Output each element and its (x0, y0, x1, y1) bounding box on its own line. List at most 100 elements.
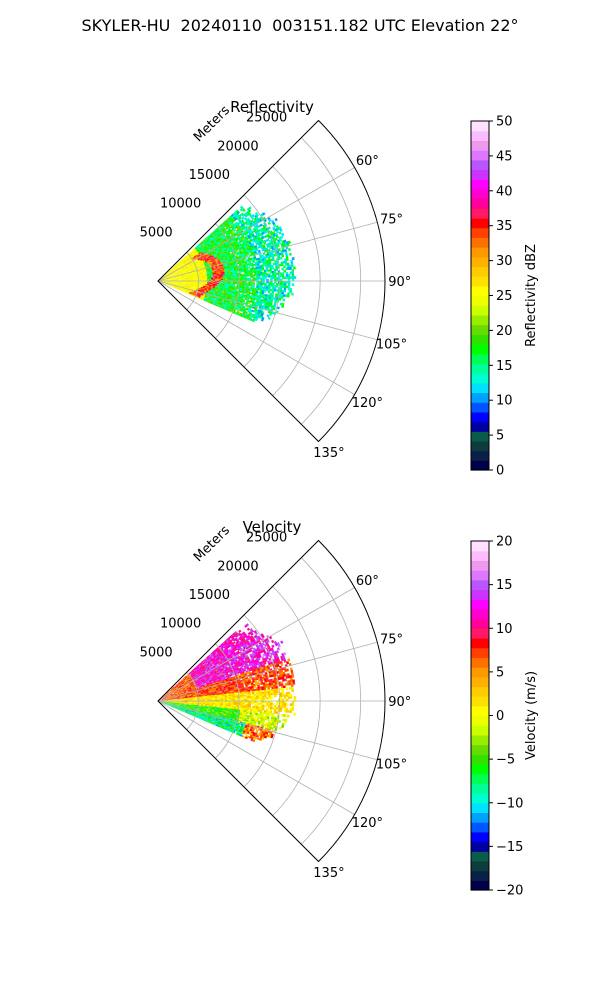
radar-cell (232, 276, 236, 279)
radar-cell (181, 704, 184, 706)
radar-cell (171, 267, 174, 270)
radar-cell (176, 693, 179, 695)
radar-cell (271, 264, 274, 268)
radar-cell (255, 270, 259, 273)
radar-cell (220, 275, 224, 277)
radar-cell (248, 281, 251, 283)
radar-cell (176, 707, 179, 709)
radar-cell (181, 269, 184, 271)
radar-cell (177, 285, 180, 287)
radar-cell (207, 281, 210, 283)
radar-cell (169, 284, 172, 286)
radar-cell (190, 288, 193, 290)
radar-cell (170, 689, 173, 692)
radar-cell (167, 283, 170, 284)
radar-cell (232, 231, 236, 235)
radar-cell (182, 706, 186, 708)
radar-cell (244, 274, 247, 277)
radar-cell (185, 265, 189, 267)
radar-cell (261, 288, 265, 291)
radar-cell (273, 223, 277, 228)
radar-cell (241, 292, 245, 295)
radar-cell (168, 270, 171, 272)
radar-cell (212, 283, 216, 286)
radar-cell (176, 693, 180, 695)
radar-cell (174, 265, 177, 268)
radar-cell (190, 286, 194, 288)
radar-cell (173, 698, 177, 700)
radar-cell (164, 274, 167, 277)
radar-cell (187, 284, 190, 286)
radar-cell (166, 273, 169, 276)
radar-cell (183, 281, 187, 283)
radar-cell (161, 701, 165, 703)
radar-cell (179, 705, 182, 707)
radar-cell (166, 695, 170, 697)
radar-cell (161, 702, 164, 704)
radar-cell (183, 275, 186, 277)
radar-cell (256, 263, 260, 266)
radar-cell (163, 697, 166, 699)
radar-cell (191, 285, 194, 287)
radar-cell (240, 276, 244, 279)
radar-cell (183, 699, 186, 700)
radar-cell (177, 277, 180, 279)
radar-cell (172, 706, 175, 708)
radar-cell (181, 697, 184, 699)
radar-cell (250, 271, 253, 274)
radar-cell (175, 683, 178, 686)
radar-cell (175, 704, 178, 706)
radar-cell (240, 283, 244, 286)
radar-cell (165, 702, 169, 704)
radar-cell (186, 693, 190, 695)
radar-cell (167, 279, 171, 280)
radar-cell (175, 278, 179, 280)
radar-cell (178, 688, 182, 691)
radar-cell (173, 284, 176, 285)
radar-cell (165, 282, 169, 283)
radar-cell (177, 686, 180, 688)
radar-cell (185, 711, 188, 714)
radar-cell (185, 699, 188, 701)
radar-cell (257, 264, 260, 268)
radar-cell (178, 692, 181, 695)
radar-cell (178, 693, 182, 695)
radar-cell (187, 268, 190, 270)
radar-cell (242, 273, 245, 276)
radar-cell (165, 693, 168, 696)
radar-cell (208, 274, 212, 276)
radar-cell (251, 269, 255, 272)
radar-cell (176, 684, 179, 687)
radar-cell (255, 213, 260, 217)
radar-cell (167, 282, 171, 284)
radar-cell (169, 269, 172, 271)
radar-cell (183, 696, 186, 698)
radar-cell (230, 271, 233, 274)
radar-cell (198, 289, 201, 291)
radar-cell (176, 706, 180, 708)
radar-cell (165, 696, 168, 699)
radar-cell (166, 695, 169, 697)
radar-cell (189, 284, 192, 286)
radar-cell (245, 265, 248, 268)
radar-cell (171, 268, 174, 271)
radar-cell (164, 695, 167, 697)
radar-cell (177, 271, 181, 273)
radar-cell (216, 275, 220, 278)
radar-cell (205, 268, 209, 271)
radar-cell (203, 279, 206, 281)
radar-cell (236, 286, 239, 289)
radar-cell (211, 282, 214, 285)
radar-cell (189, 269, 193, 271)
radar-cell (166, 694, 169, 696)
radar-cell (161, 277, 164, 279)
radar-cell (166, 276, 170, 278)
radar-cell (222, 284, 226, 286)
radar-cell (163, 697, 166, 699)
radar-cell (184, 286, 188, 288)
radar-cell (248, 287, 251, 290)
radar-cell (274, 276, 277, 280)
radar-cell (188, 691, 191, 693)
radar-cell (176, 274, 180, 276)
radar-cell (173, 702, 177, 704)
